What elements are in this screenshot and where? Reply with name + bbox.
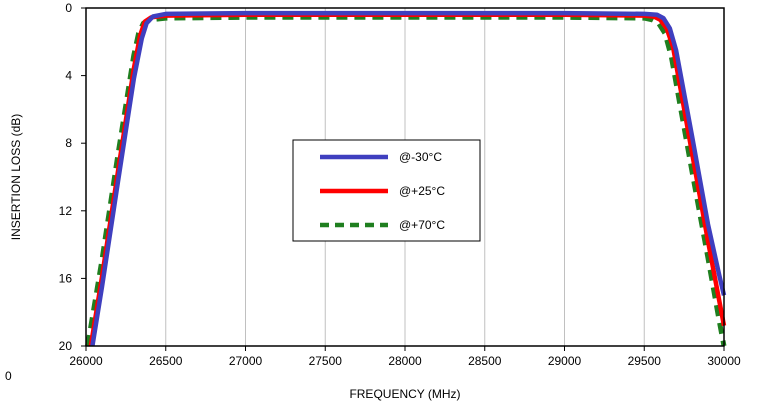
x-axis-title: FREQUENCY (MHz) bbox=[349, 387, 460, 401]
x-tick-label: 27500 bbox=[309, 354, 343, 368]
x-tick-label: 29500 bbox=[628, 354, 662, 368]
y-tick-label: 20 bbox=[59, 339, 73, 353]
legend-label-1: @+25°C bbox=[399, 184, 445, 198]
legend: @-30°C @+25°C @+70°C bbox=[292, 139, 481, 242]
legend-items: @-30°C @+25°C @+70°C bbox=[320, 150, 445, 232]
y-tick-label: 16 bbox=[59, 271, 73, 285]
y-tick-label: 12 bbox=[59, 204, 73, 218]
legend-label-2: @+70°C bbox=[399, 218, 445, 232]
x-tick-label: 27000 bbox=[229, 354, 263, 368]
y-tick-label: 8 bbox=[65, 136, 72, 150]
x-tick-label: 26500 bbox=[149, 354, 183, 368]
y-axis-title: INSERTION LOSS (dB) bbox=[9, 114, 23, 240]
stray-zero-label: 0 bbox=[5, 369, 12, 383]
x-tick-label: 26000 bbox=[69, 354, 103, 368]
x-tick-label: 29000 bbox=[548, 354, 582, 368]
y-tick-label: 4 bbox=[65, 69, 72, 83]
x-tick-label: 28500 bbox=[468, 354, 502, 368]
y-axis-ticks: 0 4 8 12 16 20 bbox=[59, 1, 86, 353]
y-tick-label: 0 bbox=[65, 1, 72, 15]
series-line-2 bbox=[85, 14, 727, 347]
x-tick-label: 30000 bbox=[707, 354, 741, 368]
x-axis-ticks: 26000 26500 27000 27500 28000 28500 29000 29500… bbox=[69, 346, 741, 368]
legend-label-0: @-30°C bbox=[399, 150, 442, 164]
x-tick-label: 28000 bbox=[388, 354, 422, 368]
series-layer bbox=[85, 10, 727, 347]
series-line-0 bbox=[90, 10, 727, 347]
